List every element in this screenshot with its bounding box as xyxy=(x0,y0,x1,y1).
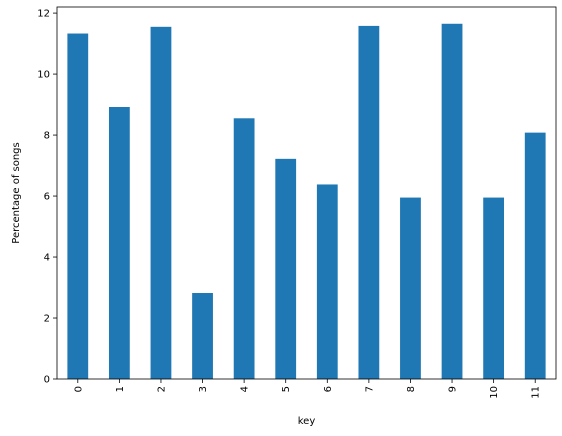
y-axis: 0 2 4 6 8 10 12 xyxy=(37,9,57,386)
x-tick-label: 10 xyxy=(489,386,500,399)
y-tick-label: 10 xyxy=(37,70,50,81)
bar-key-0 xyxy=(67,33,89,380)
x-tick-label: 6 xyxy=(323,386,334,392)
bar-key-11 xyxy=(524,132,546,379)
y-tick-label: 0 xyxy=(44,375,50,386)
bars-group xyxy=(67,23,546,380)
x-tick-label: 0 xyxy=(73,386,84,392)
bar-key-3 xyxy=(192,293,213,379)
bar-key-9 xyxy=(441,23,463,379)
x-axis-label: key xyxy=(298,416,316,427)
x-tick-label: 2 xyxy=(156,386,167,392)
x-tick-label: 8 xyxy=(406,386,417,392)
y-axis-label: Percentage of songs xyxy=(11,142,22,243)
x-tick-label: 3 xyxy=(198,386,209,392)
x-tick-label: 7 xyxy=(364,386,375,392)
plot-frame xyxy=(56,6,557,380)
x-tick-label: 9 xyxy=(448,386,459,392)
x-tick-label: 4 xyxy=(240,386,251,392)
x-tick-label: 5 xyxy=(281,386,292,392)
y-tick-label: 6 xyxy=(44,192,50,203)
x-tick-label: 1 xyxy=(115,386,126,392)
bar-key-2 xyxy=(150,26,172,379)
bar-key-7 xyxy=(358,25,380,380)
bar-key-5 xyxy=(275,158,297,379)
bar-key-6 xyxy=(316,184,338,379)
bar-key-10 xyxy=(483,197,505,379)
y-tick-label: 12 xyxy=(37,9,50,20)
bar-key-4 xyxy=(233,118,255,380)
bar-key-8 xyxy=(400,197,421,379)
x-axis: 0 1 2 3 4 5 6 7 8 9 10 11 xyxy=(73,379,542,399)
y-tick-label: 4 xyxy=(44,253,50,264)
x-tick-label: 11 xyxy=(531,386,542,399)
bar-key-1 xyxy=(108,107,130,379)
y-tick-label: 8 xyxy=(44,131,50,142)
y-tick-label: 2 xyxy=(44,314,50,325)
